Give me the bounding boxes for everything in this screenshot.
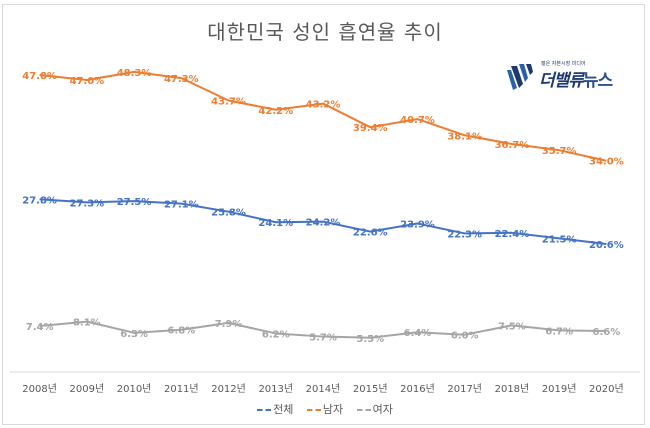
data-label-total: 27.8% — [22, 195, 57, 206]
data-label-female: 5.7% — [309, 333, 337, 344]
logo-emblem-icon — [507, 64, 533, 90]
data-label-total: 27.5% — [117, 197, 152, 208]
series-line-male — [39, 70, 607, 162]
data-label-total: 21.5% — [542, 234, 577, 245]
x-tick-label: 2011년 — [164, 383, 199, 395]
data-label-female: 7.9% — [215, 319, 243, 330]
x-tick-label: 2013년 — [258, 383, 293, 395]
data-label-total: 22.3% — [447, 229, 482, 240]
x-tick-label: 2009년 — [70, 383, 105, 395]
x-tick-label: 2010년 — [117, 383, 152, 395]
legend-label-female: 여자 — [372, 403, 393, 416]
data-label-total: 20.6% — [589, 240, 624, 251]
data-label-female: 6.8% — [167, 326, 195, 337]
logo-name-part2: 뉴스 — [582, 71, 613, 91]
x-tick-label: 2018년 — [495, 383, 530, 395]
x-tick-label: 2016년 — [400, 383, 435, 395]
data-label-male: 34.0% — [589, 157, 624, 168]
chart-frame — [2, 4, 645, 425]
x-tick-labels: 2008년 2009년 2010년 2011년 2012년 2013년 2014년 2015년… — [22, 383, 623, 395]
x-tick-label: 2017년 — [447, 383, 482, 395]
data-label-total: 27.3% — [69, 198, 104, 209]
series-layer — [39, 70, 607, 339]
data-label-total: 22.4% — [495, 229, 530, 240]
chart-title: 대한민국 성인 흡연율 추이 — [207, 20, 443, 44]
x-tick-label: 2014년 — [306, 383, 341, 395]
data-label-male: 38.1% — [447, 131, 482, 142]
series-line-female — [39, 320, 607, 339]
data-label-female: 8.1% — [73, 318, 101, 329]
legend-swatch-male — [306, 409, 321, 411]
legend-item-male[interactable]: 남자 — [306, 401, 344, 417]
x-tick-label: 2019년 — [542, 383, 577, 395]
data-label-female: 6.2% — [262, 329, 290, 340]
data-label-total: 24.1% — [258, 218, 293, 229]
legend-swatch-total — [257, 409, 272, 411]
x-tick-label: 2008년 — [22, 383, 57, 395]
data-label-male: 47.3% — [164, 74, 199, 85]
data-label-female: 7.4% — [26, 322, 54, 333]
logo-name-part1: 더밸류 — [539, 71, 584, 91]
data-label-male: 43.2% — [306, 100, 341, 111]
data-label-male: 47.0% — [69, 76, 104, 87]
legend-swatch-female — [356, 409, 371, 411]
data-label-male: 39.4% — [353, 123, 388, 134]
data-label-female: 6.0% — [451, 331, 479, 342]
data-label-male: 43.7% — [211, 96, 246, 107]
legend-label-total: 전체 — [273, 403, 294, 416]
data-label-total: 25.8% — [211, 208, 246, 219]
data-label-male: 47.8% — [22, 71, 57, 82]
legend-label-male: 남자 — [322, 403, 344, 416]
logo-name: 더밸류뉴스 — [539, 66, 613, 91]
data-label-female: 6.3% — [120, 329, 148, 340]
data-label-male: 42.2% — [258, 106, 293, 117]
data-labels-layer: 27.8% 27.3% 27.5% 27.1% 25.8% 24.1% 24.2% 22.6%… — [22, 68, 623, 345]
data-label-female: 6.4% — [404, 328, 432, 339]
data-label-female: 7.5% — [498, 321, 526, 332]
data-label-female: 5.5% — [356, 334, 384, 345]
x-tick-label: 2012년 — [211, 383, 246, 395]
data-label-male: 40.7% — [400, 115, 435, 126]
data-label-female: 6.6% — [593, 327, 621, 338]
data-label-male: 48.3% — [117, 68, 152, 79]
x-tick-label: 2015년 — [353, 383, 388, 395]
legend-item-total[interactable]: 전체 — [257, 401, 293, 417]
data-label-female: 6.7% — [545, 326, 573, 337]
legend-item-female[interactable]: 여자 — [356, 401, 393, 417]
data-label-male: 36.7% — [495, 140, 530, 151]
data-label-total: 23.9% — [400, 219, 435, 230]
data-label-total: 24.2% — [306, 218, 341, 229]
publisher-logo: 젊은 자본시장 미디어 더밸류뉴스 — [505, 60, 645, 96]
data-label-male: 35.7% — [542, 146, 577, 157]
data-label-total: 27.1% — [164, 200, 199, 211]
series-line-total — [39, 198, 607, 245]
data-label-total: 22.6% — [353, 228, 388, 239]
x-tick-label: 2020년 — [589, 383, 624, 395]
legend: 전체 남자 여자 — [0, 401, 650, 417]
logo-tagline: 젊은 자본시장 미디어 — [541, 61, 586, 67]
